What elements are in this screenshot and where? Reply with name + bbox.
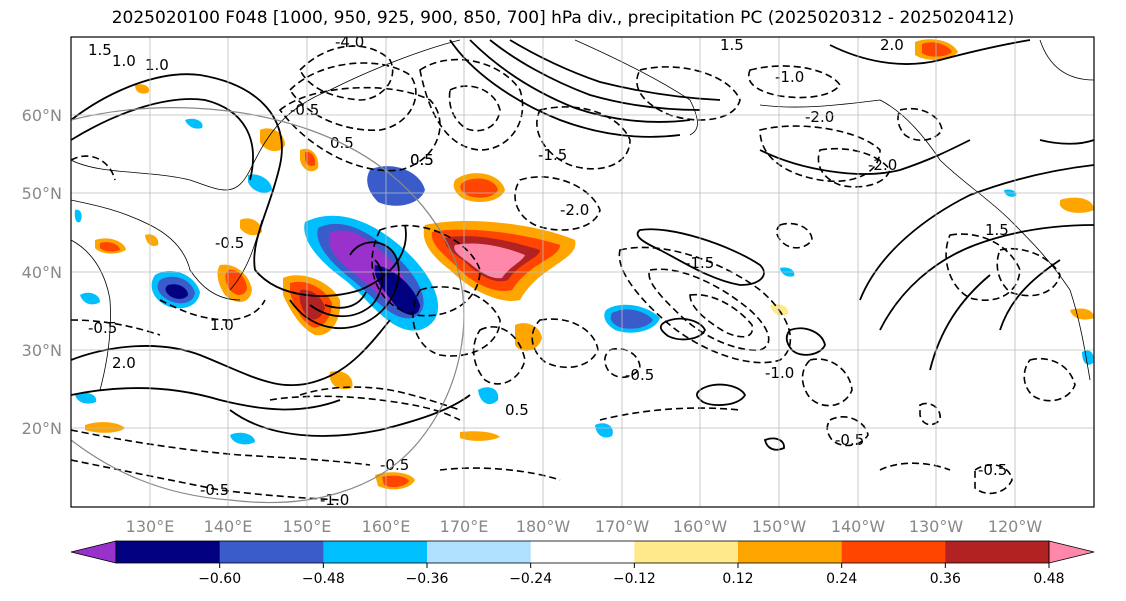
contour-label: -1.0 bbox=[775, 68, 804, 86]
contour-label: 2.0 bbox=[880, 36, 904, 54]
lat-label-20: 20°N bbox=[22, 419, 62, 438]
colorbar-cell bbox=[427, 541, 532, 563]
lon-label: 170°E bbox=[440, 517, 489, 536]
colorbar-tick-label: −0.60 bbox=[198, 571, 241, 587]
colorbar-cell bbox=[945, 541, 1050, 563]
contour-label: 1.5 bbox=[720, 36, 744, 54]
contour-label: 0.5 bbox=[410, 151, 434, 169]
contour-label: -0.5 bbox=[625, 366, 654, 384]
contour-label: -2.0 bbox=[805, 108, 834, 126]
contour-label: -0.5 bbox=[200, 481, 229, 499]
colorbar-cell bbox=[634, 541, 739, 563]
contour-label: 1.0 bbox=[145, 56, 169, 74]
lon-label: 170°W bbox=[595, 517, 650, 536]
contour-label: 1.0 bbox=[210, 316, 234, 334]
colorbar-tick-label: 0.36 bbox=[930, 571, 961, 587]
positive-contours bbox=[71, 39, 1094, 451]
colorbar-tick-label: 0.12 bbox=[722, 571, 753, 587]
contour-label: -0.5 bbox=[978, 461, 1007, 479]
lon-labels: 130°E 140°E 150°E 160°E 170°E 180°W 170°… bbox=[126, 517, 1043, 536]
colorbar: −0.60 −0.48 −0.36 −0.24 −0.12 0.12 0.24 0.36 0.4… bbox=[70, 540, 1095, 587]
figure-title: 2025020100 F048 [1000, 950, 925, 900, 85… bbox=[111, 8, 1015, 28]
contour-label: -1.5 bbox=[538, 146, 567, 164]
lon-label: 130°E bbox=[126, 517, 175, 536]
map-frame bbox=[70, 36, 1095, 508]
contour-label: 1.5 bbox=[88, 41, 112, 59]
contour-label: 1.5 bbox=[985, 221, 1009, 239]
contour-label: -2.0 bbox=[560, 201, 589, 219]
colorbar-tick-label: 0.48 bbox=[1033, 571, 1064, 587]
contour-label: 1.0 bbox=[112, 52, 136, 70]
lat-labels: 20°N 30°N 40°N 50°N 60°N bbox=[22, 106, 62, 438]
contour-label: -0.5 bbox=[215, 234, 244, 252]
contour-label: -0.5 bbox=[290, 101, 319, 119]
contour-label: -0.5 bbox=[88, 319, 117, 337]
lat-label-50: 50°N bbox=[22, 184, 62, 203]
colorbar-tick-label: −0.36 bbox=[406, 571, 449, 587]
map-panel: 1.5 1.0 -4.0 -0.5 0.5 -1.5 -2.0 1.5 -1.0… bbox=[70, 33, 1095, 509]
colorbar-frame bbox=[115, 540, 1050, 564]
colorbar-tick-label: −0.24 bbox=[509, 571, 552, 587]
colorbar-tick-label: 0.24 bbox=[826, 571, 857, 587]
colorbar-tick-label: −0.48 bbox=[302, 571, 345, 587]
lon-label: 140°E bbox=[204, 517, 253, 536]
contour-label: -1.0 bbox=[320, 491, 349, 509]
colorbar-cell bbox=[323, 541, 428, 563]
contour-label: 2.0 bbox=[112, 354, 136, 372]
contour-label: -2.0 bbox=[868, 156, 897, 174]
coastlines bbox=[71, 39, 1094, 391]
colorbar-extend-low bbox=[70, 540, 117, 564]
lon-label: 140°W bbox=[831, 517, 886, 536]
lat-label-60: 60°N bbox=[22, 106, 62, 125]
lon-label: 150°W bbox=[752, 517, 807, 536]
arc-overlay bbox=[71, 107, 465, 504]
contour-label: 0.5 bbox=[410, 151, 434, 169]
colorbar-extend-high bbox=[1048, 540, 1095, 564]
contour-labels: 1.5 1.0 -4.0 -0.5 0.5 -1.5 -2.0 1.5 -1.0… bbox=[88, 33, 1009, 509]
colorbar-cell bbox=[219, 541, 324, 563]
lon-label: 120°W bbox=[988, 517, 1043, 536]
lat-label-30: 30°N bbox=[22, 341, 62, 360]
colorbar-cell bbox=[841, 541, 946, 563]
colorbar-cell bbox=[738, 541, 843, 563]
colorbar-cell bbox=[530, 541, 635, 563]
lon-label: 180°W bbox=[516, 517, 571, 536]
lon-label: 130°W bbox=[909, 517, 964, 536]
contour-label: -0.5 bbox=[835, 431, 864, 449]
lon-label: 150°E bbox=[283, 517, 332, 536]
colorbar-tick-label: −0.12 bbox=[613, 571, 656, 587]
contour-label: -4.0 bbox=[335, 33, 364, 51]
lon-label: 160°E bbox=[362, 517, 411, 536]
contour-label: -1.0 bbox=[765, 364, 794, 382]
colorbar-cell bbox=[116, 541, 221, 563]
lon-label: 160°W bbox=[673, 517, 728, 536]
negative-contours bbox=[71, 45, 1076, 501]
gridlines bbox=[71, 37, 1094, 507]
contour-label: 0.5 bbox=[505, 401, 529, 419]
lat-label-40: 40°N bbox=[22, 263, 62, 282]
